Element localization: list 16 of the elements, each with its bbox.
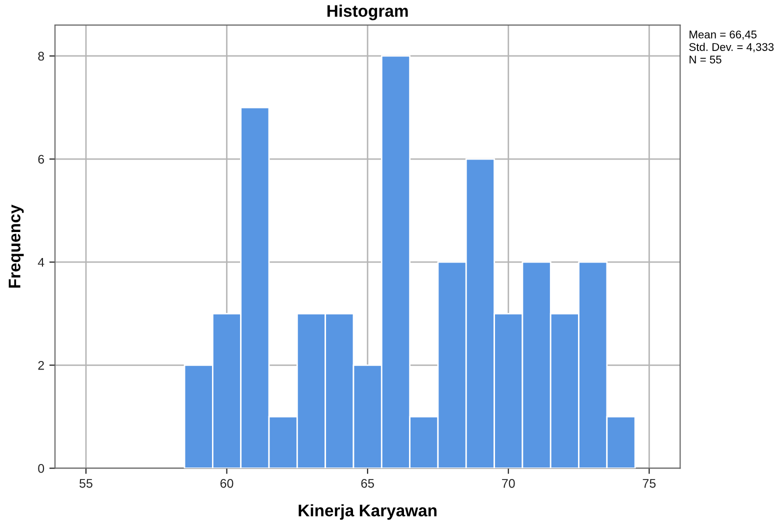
text: Std. Dev. = 4,333 bbox=[689, 42, 774, 52]
text: Mean = 66,45 bbox=[690, 30, 757, 40]
y-tick-label: 6 bbox=[38, 154, 44, 164]
y-tick-label: 4 bbox=[38, 258, 44, 267]
x-axis-title: Kinerja Karyawan bbox=[298, 504, 436, 520]
y-tick-label: 2 bbox=[38, 360, 44, 370]
x-tick-label: 75 bbox=[642, 479, 656, 488]
y-tick-label: 8 bbox=[38, 52, 44, 61]
x-tick-label: 70 bbox=[502, 478, 515, 488]
x-tick-label: 60 bbox=[220, 478, 234, 488]
text: N = 55 bbox=[690, 56, 722, 64]
chart-title: Histogram bbox=[327, 4, 408, 20]
y-axis-title: Frequency bbox=[8, 204, 24, 288]
x-tick-label: 65 bbox=[361, 478, 374, 488]
y-tick-label: 0 bbox=[38, 464, 44, 473]
x-tick-label: 55 bbox=[80, 479, 92, 488]
